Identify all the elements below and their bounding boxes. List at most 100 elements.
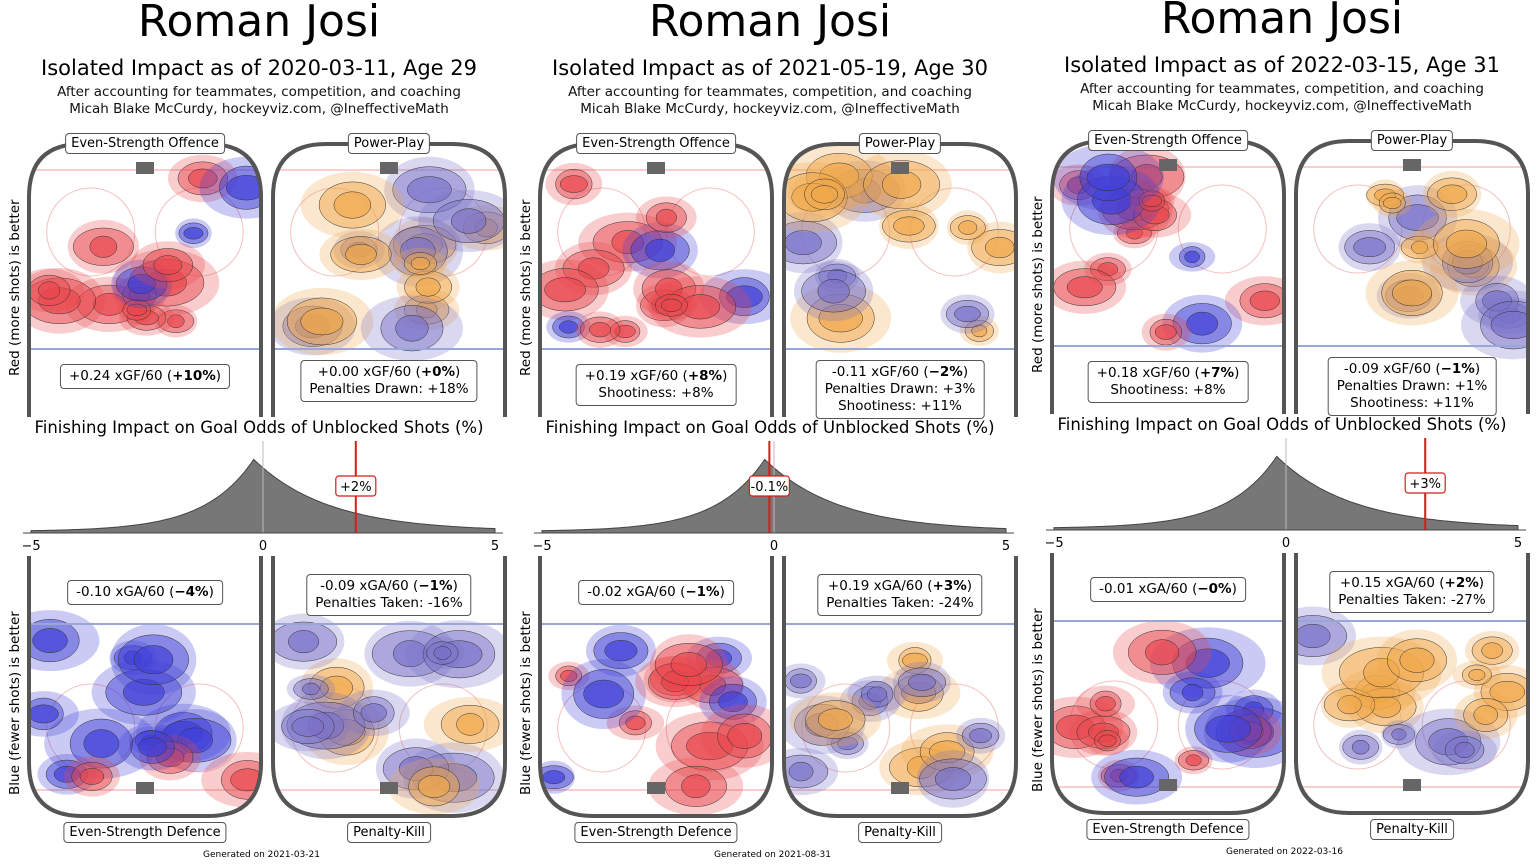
es-defence-stats-pct: −0% [1197, 581, 1232, 597]
es-defence-stats: -0.01 xGA/60 (−0%) [1090, 577, 1246, 602]
es-offence-heatmap [27, 142, 263, 417]
tick-label-0: −5 [1046, 536, 1064, 551]
panel-2022: Roman Josi Isolated Impact as of 2022-03-… [1026, 0, 1536, 861]
es-defence-stats-close: ) [719, 584, 725, 600]
finishing-title: Finishing Impact on Goal Odds of Unblock… [1057, 415, 1507, 434]
penalty-kill-stats-close: ) [1478, 575, 1485, 591]
power-play-heatmap [782, 142, 1018, 417]
es-defence-stats: -0.10 xGA/60 (−4%) [67, 580, 223, 605]
es-offence-stats-value: +0.19 xGF/60 ( [584, 368, 688, 384]
player-marker-text: +2% [340, 480, 372, 495]
rink-label-penalty_kill: Penalty-Kill [858, 822, 942, 843]
power-play-stats-extra-1: Shootiness: +11% [1350, 395, 1474, 411]
power-play-stats-extra-0: Penalties Drawn: +1% [1336, 378, 1488, 394]
penalty-kill-stats-extra-0: Penalties Taken: -27% [1338, 592, 1486, 608]
tick-label-0: −5 [23, 539, 41, 554]
es-defence-stats-close: ) [1231, 581, 1237, 597]
player-marker-label: +2% [335, 475, 377, 497]
es-offence-stats-value: +0.18 xGF/60 ( [1096, 365, 1200, 381]
es-defence-stats-value: -0.10 xGA/60 ( [76, 584, 175, 600]
credit-line-2: Micah Blake McCurdy, hockeyviz.com, @Ine… [69, 101, 449, 117]
penalty-kill-heatmap [1294, 553, 1530, 815]
rink-label-penalty_kill: Penalty-Kill [1370, 819, 1454, 840]
tick-label-1: 0 [770, 539, 778, 554]
player-name: Roman Josi [648, 0, 892, 47]
generated-date: Generated on 2022-03-16 [1226, 847, 1343, 857]
credit-line-1: After accounting for teammates, competit… [57, 84, 461, 100]
generated-date: Generated on 2021-03-21 [203, 850, 320, 860]
rink-label-es_offence: Even-Strength Offence [65, 133, 225, 154]
penalty-kill-stats-value: +0.15 xGA/60 ( [1339, 575, 1445, 591]
credit-line-2: Micah Blake McCurdy, hockeyviz.com, @Ine… [1092, 98, 1472, 114]
es-offence-stats-main: +0.19 xGF/60 (+8%) [585, 368, 728, 385]
es-defence-stats-main: -0.02 xGA/60 (−1%) [587, 584, 725, 601]
tick-label-2: 5 [491, 539, 499, 554]
tick-label-2: 5 [1002, 539, 1010, 554]
es-offence-stats-close: ) [722, 368, 728, 384]
tick-label-1: 0 [259, 539, 267, 554]
penalty-kill-stats: -0.09 xGA/60 (−1%) Penalties Taken: -16% [306, 574, 472, 616]
penalty-kill-stats-close: ) [966, 578, 973, 594]
finishing-density-chart: +3% −5 0 5 [1046, 438, 1526, 551]
penalty-kill-stats-extra-0: Penalties Taken: -16% [315, 595, 463, 611]
panel-2020: Roman Josi Isolated Impact as of 2020-03-… [3, 0, 515, 864]
power-play-stats-extra-0: Penalties Drawn: +18% [309, 381, 469, 397]
penalty-kill-stats-pct: −1% [418, 578, 453, 594]
power-play-stats-value: +0.00 xGF/60 ( [317, 364, 421, 380]
rink-label-es_defence: Even-Strength Defence [574, 822, 738, 843]
es-defence-stats-value: -0.01 xGA/60 ( [1099, 581, 1198, 597]
impact-subtitle: Isolated Impact as of 2021-05-19, Age 30 [552, 56, 988, 80]
power-play-heatmap [271, 142, 507, 417]
power-play-stats: +0.00 xGF/60 (+0%) Penalties Drawn: +18% [300, 360, 478, 402]
penalty-kill-stats-main: -0.09 xGA/60 (−1%) [315, 578, 462, 595]
es-defence-stats-main: -0.01 xGA/60 (−0%) [1099, 581, 1237, 598]
power-play-stats-main: +0.00 xGF/60 (+0%) [309, 364, 468, 381]
generated-date: Generated on 2021-08-31 [714, 850, 831, 860]
finishing-title: Finishing Impact on Goal Odds of Unblock… [34, 418, 484, 437]
tick-label-1: 0 [1282, 536, 1290, 551]
impact-subtitle: Isolated Impact as of 2020-03-11, Age 29 [41, 56, 477, 80]
player-marker-label: -0.1% [748, 475, 790, 497]
es-offence-stats-pct: +10% [172, 368, 216, 384]
ylabel-bottom: Blue (fewer shots) is better [7, 611, 23, 795]
ylabel-top: Red (more shots) is better [518, 199, 534, 376]
es-defence-stats-pct: −1% [685, 584, 720, 600]
power-play-stats-pct: +0% [420, 364, 456, 380]
es-offence-stats: +0.18 xGF/60 (+7%) Shootiness: +8% [1087, 361, 1249, 403]
penalty-kill-stats-main: +0.19 xGA/60 (+3%) [826, 578, 973, 595]
es-defence-stats-close: ) [208, 584, 214, 600]
power-play-stats: -0.09 xGF/60 (−1%) Penalties Drawn: +1% Sh… [1327, 357, 1497, 416]
power-play-stats-extra-1: Shootiness: +11% [838, 398, 962, 414]
player-name: Roman Josi [137, 0, 381, 47]
finishing-title: Finishing Impact on Goal Odds of Unblock… [545, 418, 995, 437]
es-offence-stats-extra-0: Shootiness: +8% [598, 385, 714, 401]
credit-line-1: After accounting for teammates, competit… [1080, 81, 1484, 97]
penalty-kill-stats-value: +0.19 xGA/60 ( [827, 578, 933, 594]
power-play-stats-pct: −2% [928, 364, 963, 380]
player-marker-text: +3% [1409, 477, 1441, 492]
power-play-stats: -0.11 xGF/60 (−2%) Penalties Drawn: +3% Sh… [815, 360, 985, 419]
power-play-stats-value: -0.11 xGF/60 ( [831, 364, 929, 380]
power-play-stats-close: ) [962, 364, 969, 380]
penalty-kill-stats-pct: +3% [932, 578, 967, 594]
panel-2021: Roman Josi Isolated Impact as of 2021-05-… [514, 0, 1026, 864]
finishing-density-chart: +2% −5 0 5 [23, 441, 503, 554]
rink-label-es_offence: Even-Strength Offence [576, 133, 736, 154]
penalty-kill-stats-value: -0.09 xGA/60 ( [320, 578, 419, 594]
penalty-kill-heatmap [271, 556, 507, 818]
penalty-kill-stats-close: ) [452, 578, 458, 594]
player-marker-text: -0.1% [751, 480, 789, 495]
credit-text: After accounting for teammates, competit… [514, 84, 1026, 118]
es-offence-stats-value: +0.24 xGF/60 ( [68, 368, 173, 384]
es-offence-stats-main: +0.24 xGF/60 (+10%) [69, 368, 221, 385]
rink-label-es_defence: Even-Strength Defence [1086, 819, 1250, 840]
es-offence-stats-extra-0: Shootiness: +8% [1110, 382, 1226, 398]
ylabel-bottom: Blue (fewer shots) is better [518, 611, 534, 795]
credit-line-1: After accounting for teammates, competit… [568, 84, 972, 100]
penalty-kill-stats: +0.19 xGA/60 (+3%) Penalties Taken: -24% [817, 574, 983, 616]
power-play-stats-close: ) [1474, 361, 1481, 377]
es-offence-stats-pct: +8% [687, 368, 723, 384]
rink-label-es_defence: Even-Strength Defence [63, 822, 227, 843]
power-play-stats-extra-0: Penalties Drawn: +3% [824, 381, 976, 397]
power-play-stats-main: -0.09 xGF/60 (−1%) [1337, 361, 1488, 378]
